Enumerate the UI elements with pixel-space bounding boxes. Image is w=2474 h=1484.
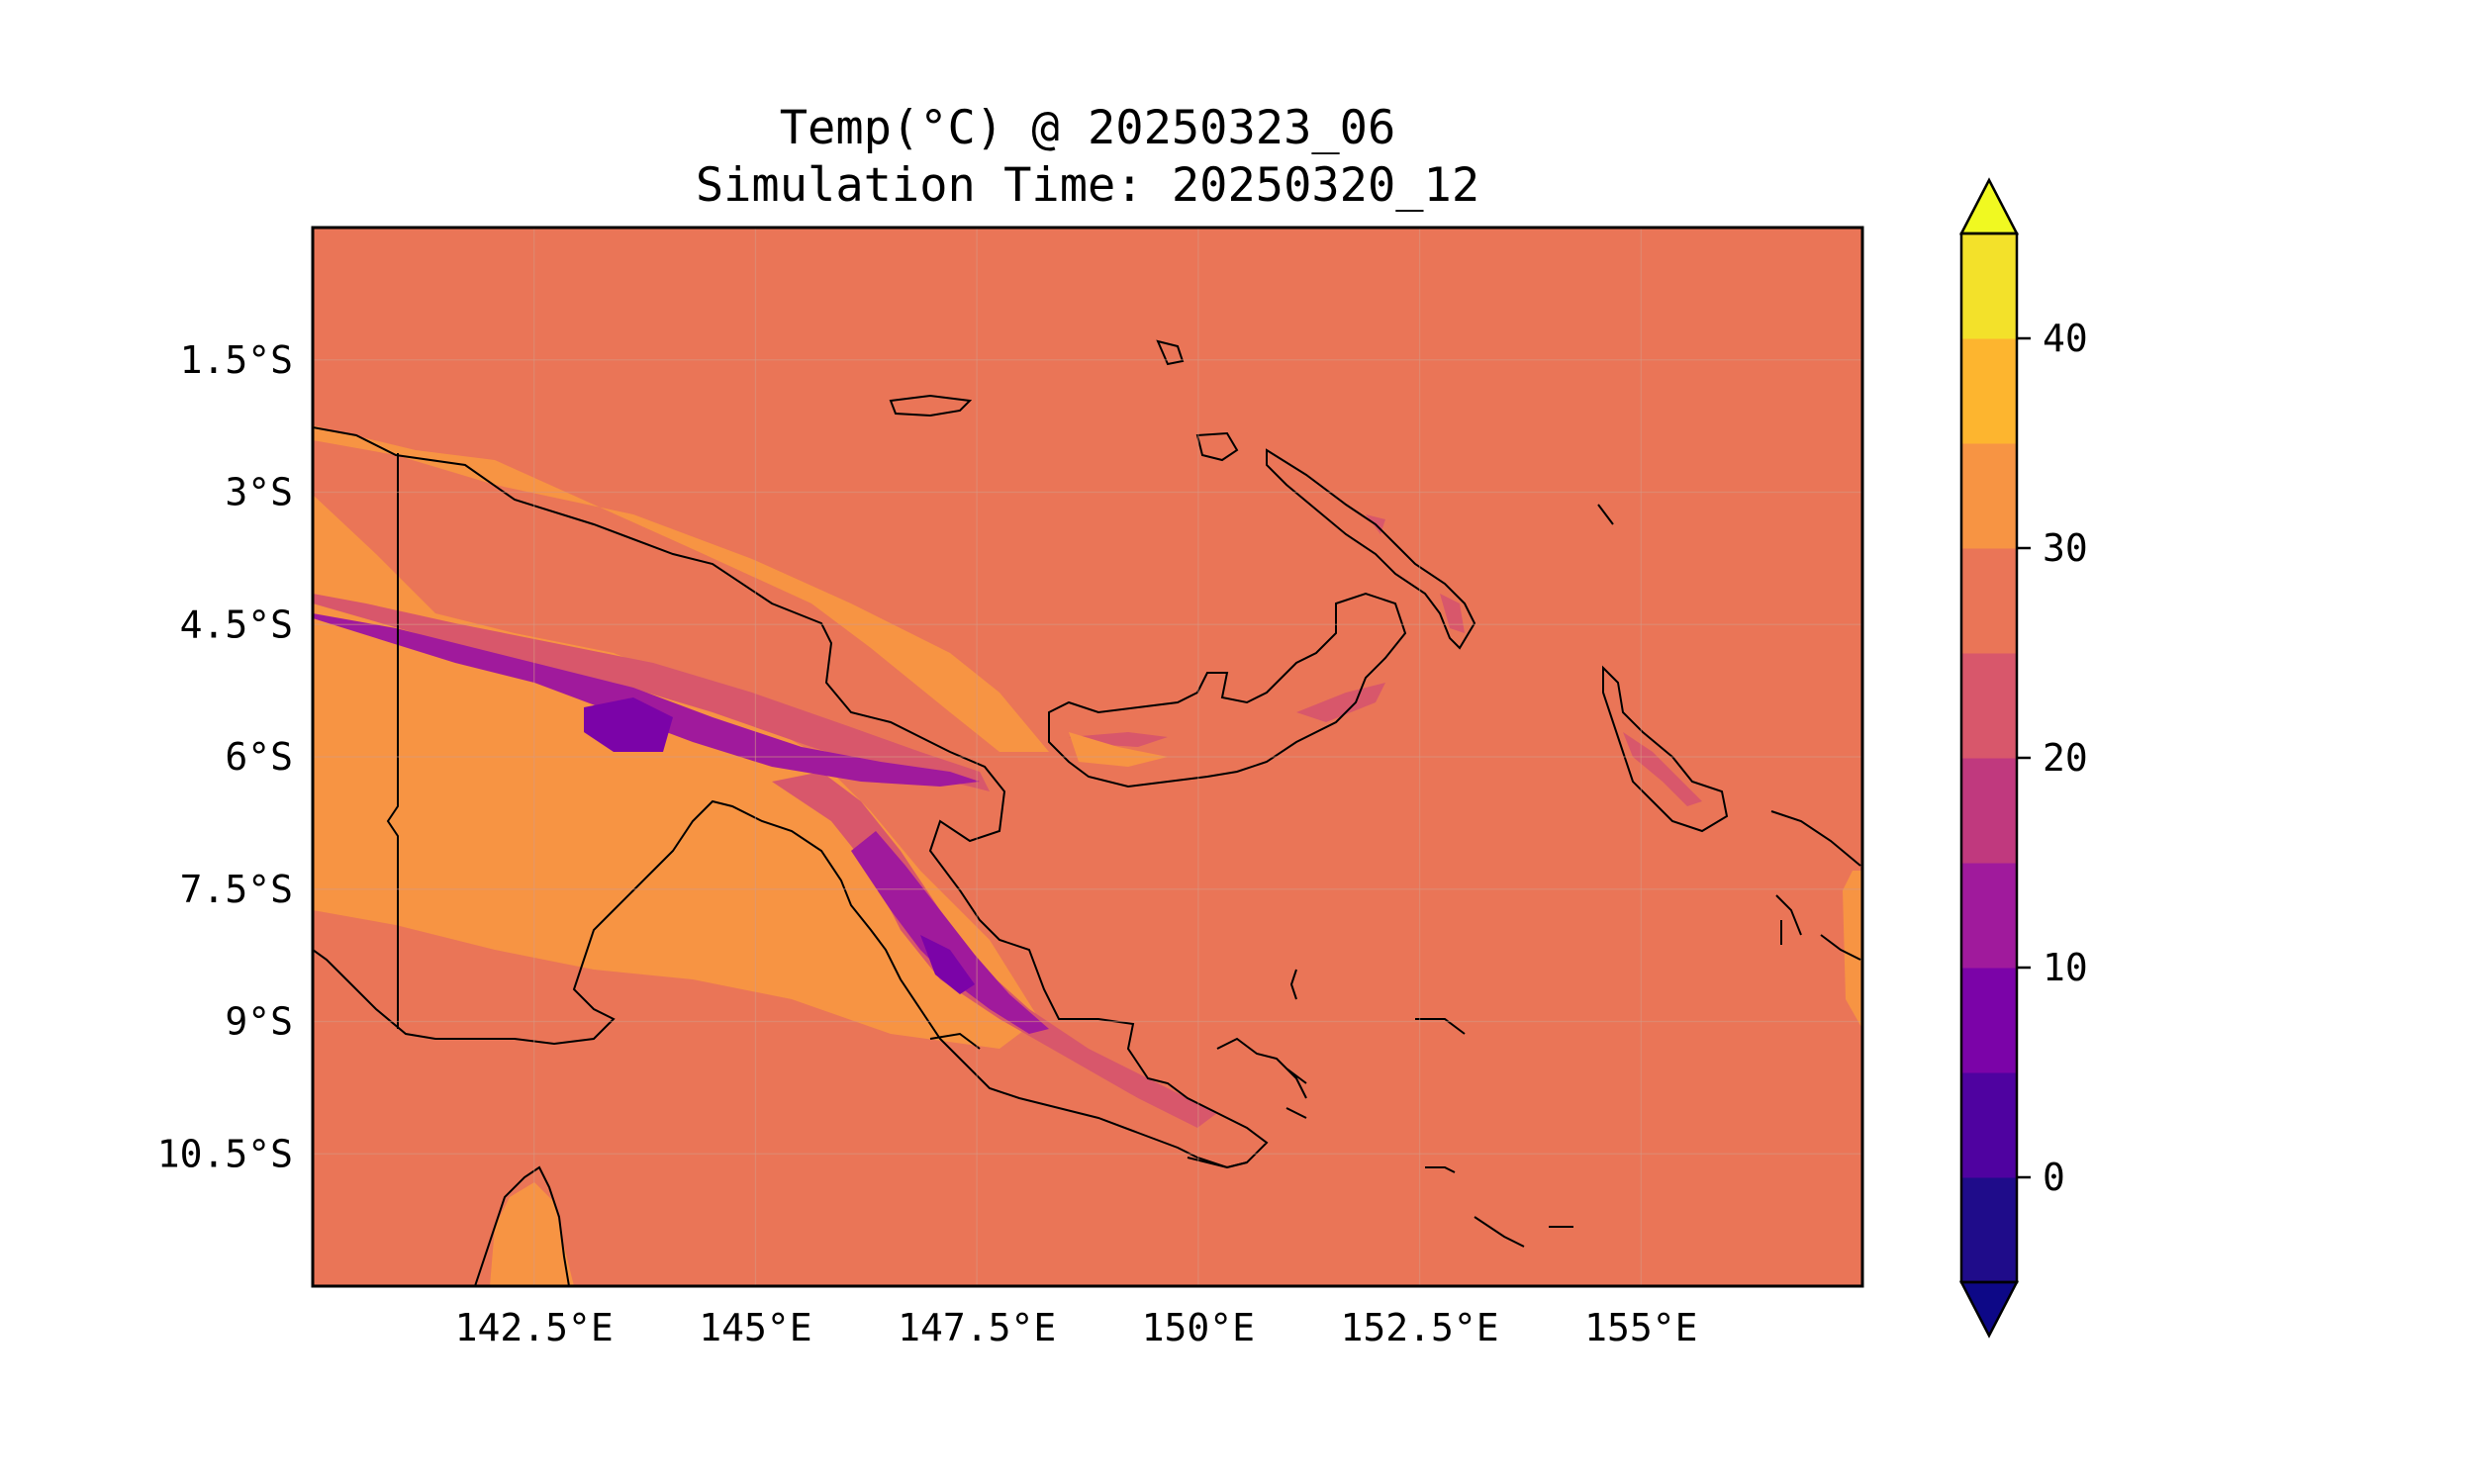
lon-tick-label: 150°E [1142, 1306, 1255, 1349]
new-britain-highlands [1069, 683, 1385, 747]
coastlines [313, 339, 1861, 1286]
highlands-region-core [313, 613, 1049, 1034]
coastline-bougainville [1602, 665, 1729, 833]
colorbar-band [1961, 863, 2017, 969]
lon-tick-label: 145°E [699, 1306, 811, 1349]
coastline-new-guinea [313, 426, 1269, 1169]
lat-tick-label: 10.5°S [157, 1132, 293, 1175]
coastline-new-britain [1048, 592, 1407, 788]
lat-tick-label: 6°S [225, 735, 293, 779]
colorbar-band [1961, 1177, 2017, 1283]
colorbar: 0 10 20 30 40 [1958, 177, 2088, 1339]
north-coast-lowland [1069, 732, 1168, 767]
coastline-islands-north [929, 339, 1614, 1119]
colorbar-band [1961, 548, 2017, 654]
colorbar-extend-min [1958, 1280, 2020, 1339]
lon-tick-label: 142.5°E [455, 1306, 614, 1349]
highlands-peak [584, 697, 975, 994]
lon-tick-label: 147.5°E [898, 1306, 1056, 1349]
colorbar-band [1961, 233, 2017, 339]
gridlines [313, 228, 1862, 1286]
coastline-solomons [1770, 810, 1861, 961]
map-subtitle: Simulation Time: 20250320_12 [695, 158, 1480, 213]
colorbar-band [1961, 758, 2017, 864]
coastline-manus [889, 394, 973, 417]
lat-tick-label: 7.5°S [180, 868, 293, 911]
map-frame [311, 226, 1864, 1288]
lat-tick-label: 1.5°S [180, 338, 293, 382]
colorbar-band [1961, 443, 2017, 549]
colorbar-band [1961, 653, 2017, 759]
coastline-new-ireland [1266, 448, 1476, 650]
lon-tick-label: 152.5°E [1340, 1306, 1498, 1349]
latitude-ticks: 1.5°S 3°S 4.5°S 6°S 7.5°S 9°S 10.5°S [157, 338, 293, 1176]
lon-tick-label: 155°E [1584, 1306, 1697, 1349]
colorbar-band [1961, 1072, 2017, 1178]
colorbar-tick-label: 20 [2043, 736, 2088, 780]
colorbar-band [1961, 968, 2017, 1073]
colorbar-band [1961, 338, 2017, 444]
map-title: Temp(°C) @ 20250323_06 [779, 101, 1396, 155]
colorbar-tick-label: 10 [2043, 946, 2088, 989]
colorbar-tick-label: 0 [2043, 1156, 2065, 1199]
coastline-islands-south [1187, 1157, 1573, 1248]
lat-tick-label: 9°S [225, 1000, 293, 1044]
lat-tick-label: 4.5°S [180, 603, 293, 646]
solomon-islands-lowland [1843, 871, 1862, 1029]
lat-tick-label: 3°S [225, 471, 293, 514]
border-line [386, 453, 399, 1029]
colorbar-tick-label: 40 [2043, 317, 2088, 360]
colorbar-tick-label: 30 [2043, 526, 2088, 570]
coastline-cape-york [474, 1165, 570, 1286]
cape-york-lowland [490, 1182, 574, 1286]
longitude-ticks: 142.5°E 145°E 147.5°E 150°E 152.5°E 155°E [455, 1306, 1698, 1349]
bougainville-highlands [1366, 514, 1702, 806]
colorbar-extend-max [1958, 177, 2020, 235]
